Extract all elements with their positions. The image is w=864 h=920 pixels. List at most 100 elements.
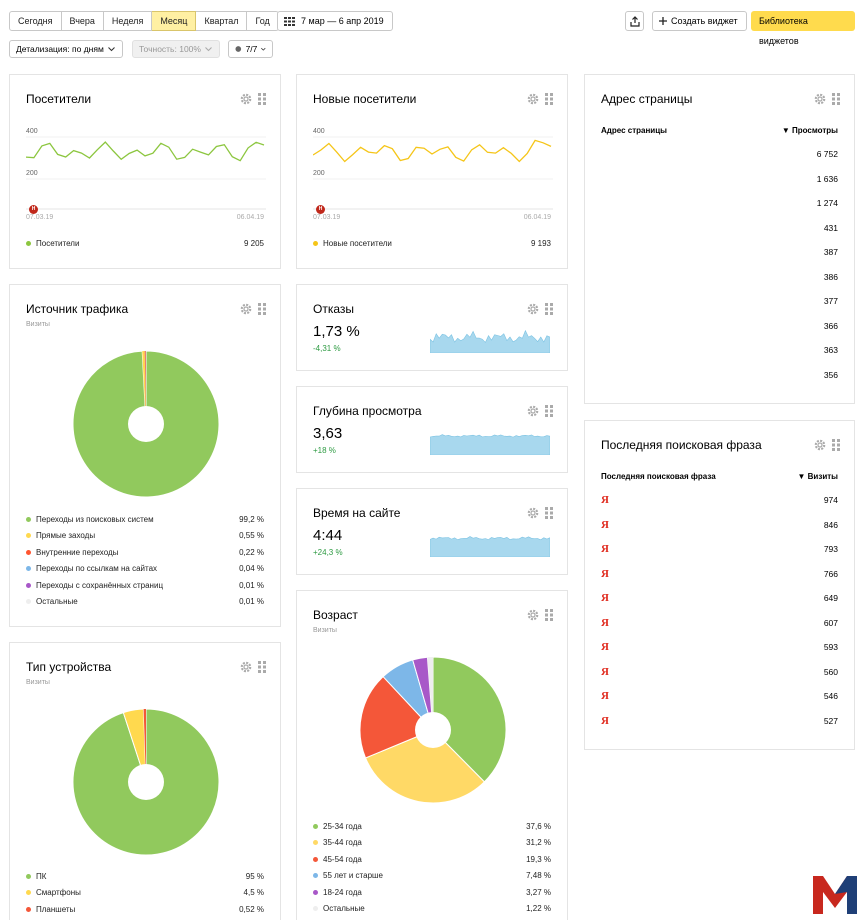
- pie-slice[interactable]: [359, 675, 434, 759]
- legend-item[interactable]: Новые посетители 9 193: [313, 237, 551, 249]
- row-value: 593: [823, 642, 838, 652]
- gear-icon[interactable]: [527, 507, 539, 519]
- pie-slice[interactable]: [144, 351, 146, 424]
- legend-dot: [313, 823, 318, 829]
- share-button[interactable]: [625, 11, 644, 31]
- sort-column-header[interactable]: ▼ Визиты: [797, 472, 838, 481]
- widget-title: Отказы: [313, 302, 355, 316]
- detail-select[interactable]: Детализация: по дням: [9, 40, 123, 58]
- legend-item[interactable]: 55 лет и старше 7,48 %: [313, 870, 551, 882]
- table-row[interactable]: Я 974: [601, 494, 838, 506]
- drag-handle-icon[interactable]: [258, 303, 266, 315]
- legend-item[interactable]: 45-54 года 19,3 %: [313, 853, 551, 865]
- gear-icon[interactable]: [240, 661, 252, 673]
- date-range-button[interactable]: 7 мар — 6 апр 2019: [277, 11, 393, 31]
- note-marker[interactable]: Н: [29, 205, 38, 214]
- gear-icon[interactable]: [814, 439, 826, 451]
- table-row[interactable]: Я 560: [601, 666, 838, 678]
- pie-slice[interactable]: [142, 351, 146, 424]
- period-yesterday[interactable]: Вчера: [61, 11, 104, 31]
- gear-icon[interactable]: [240, 93, 252, 105]
- widget-tools: [240, 303, 266, 315]
- table-row[interactable]: Я 546: [601, 690, 838, 702]
- legend-item[interactable]: Посетители 9 205: [26, 237, 264, 249]
- drag-handle-icon[interactable]: [545, 609, 553, 621]
- period-today[interactable]: Сегодня: [9, 11, 62, 31]
- legend-item[interactable]: Остальные 1,22 %: [313, 903, 551, 915]
- table-row[interactable]: 1 636: [601, 173, 838, 185]
- note-marker[interactable]: Н: [316, 205, 325, 214]
- metric-value: 3,63: [313, 425, 343, 442]
- table-row[interactable]: 387: [601, 246, 838, 258]
- drag-handle-icon[interactable]: [545, 507, 553, 519]
- gear-icon[interactable]: [527, 93, 539, 105]
- legend-label: Смартфоны: [36, 888, 81, 897]
- table-row[interactable]: Я 593: [601, 641, 838, 653]
- gear-icon[interactable]: [527, 405, 539, 417]
- gear-icon[interactable]: [240, 303, 252, 315]
- segments-select[interactable]: 7/7: [228, 40, 273, 58]
- pie-slice[interactable]: [427, 657, 433, 730]
- legend-item[interactable]: Переходы из поисковых систем 99,2 %: [26, 513, 264, 525]
- drag-handle-icon[interactable]: [545, 93, 553, 105]
- legend-item[interactable]: ПК 95 %: [26, 870, 264, 882]
- table-row[interactable]: Я 846: [601, 519, 838, 531]
- visitors-widget: Посетители 400 200 Н 07.03.19 06.04.19 П…: [9, 74, 281, 269]
- table-row[interactable]: 1 274: [601, 197, 838, 209]
- table-row[interactable]: 6 752: [601, 148, 838, 160]
- drag-handle-icon[interactable]: [545, 405, 553, 417]
- legend-item[interactable]: Переходы с сохранённых страниц 0,01 %: [26, 579, 264, 591]
- y-tick: 400: [26, 128, 38, 135]
- table-row[interactable]: Я 649: [601, 592, 838, 604]
- drag-handle-icon[interactable]: [832, 93, 840, 105]
- row-value: 363: [823, 345, 838, 355]
- row-value: 6 752: [816, 149, 838, 159]
- accuracy-select[interactable]: Точность: 100%: [132, 40, 220, 58]
- row-value: 974: [823, 495, 838, 505]
- pie-slice[interactable]: [432, 656, 507, 783]
- create-widget-button[interactable]: Создать виджет: [652, 11, 747, 31]
- legend-item[interactable]: Остальные 0,01 %: [26, 596, 264, 608]
- legend-item[interactable]: Прямые заходы 0,55 %: [26, 530, 264, 542]
- gear-icon[interactable]: [814, 93, 826, 105]
- y-tick: 200: [26, 170, 38, 177]
- pie-slice[interactable]: [364, 729, 486, 804]
- table-row[interactable]: Я 527: [601, 715, 838, 727]
- table-row[interactable]: 356: [601, 369, 838, 381]
- period-year[interactable]: Год: [247, 11, 279, 31]
- table-row[interactable]: Я 607: [601, 617, 838, 629]
- row-value: 387: [823, 247, 838, 257]
- table-row[interactable]: Я 793: [601, 543, 838, 555]
- pie-slice[interactable]: [412, 656, 434, 731]
- table-row[interactable]: 431: [601, 222, 838, 234]
- table-row[interactable]: 377: [601, 295, 838, 307]
- legend-item[interactable]: Внутренние переходы 0,22 %: [26, 546, 264, 558]
- table-row[interactable]: 366: [601, 320, 838, 332]
- legend-item[interactable]: 18-24 года 3,27 %: [313, 886, 551, 898]
- legend-item[interactable]: 35-44 года 31,2 %: [313, 837, 551, 849]
- period-month[interactable]: Месяц: [152, 11, 197, 31]
- sort-column-header[interactable]: ▼ Просмотры: [781, 126, 838, 135]
- widget-subtitle: Визиты: [26, 679, 50, 686]
- table-row[interactable]: Я 766: [601, 568, 838, 580]
- drag-handle-icon[interactable]: [832, 439, 840, 451]
- legend-item[interactable]: Переходы по ссылкам на сайтах 0,04 %: [26, 563, 264, 575]
- legend-label: Планшеты: [36, 904, 76, 914]
- legend-item[interactable]: Планшеты 0,52 %: [26, 903, 264, 915]
- table-row[interactable]: 363: [601, 344, 838, 356]
- pie-slice[interactable]: [143, 709, 146, 782]
- drag-handle-icon[interactable]: [258, 661, 266, 673]
- widget-title: Глубина просмотра: [313, 404, 422, 418]
- legend-item[interactable]: 25-34 года 37,6 %: [313, 820, 551, 832]
- drag-handle-icon[interactable]: [258, 93, 266, 105]
- period-week[interactable]: Неделя: [103, 11, 153, 31]
- widget-library-button[interactable]: Библиотека виджетов: [751, 11, 855, 46]
- period-quarter[interactable]: Квартал: [196, 11, 248, 31]
- legend-item[interactable]: Смартфоны 4,5 %: [26, 887, 264, 899]
- table-row[interactable]: 386: [601, 271, 838, 283]
- gear-icon[interactable]: [527, 303, 539, 315]
- gear-icon[interactable]: [527, 609, 539, 621]
- drag-handle-icon[interactable]: [545, 303, 553, 315]
- row-value: 1 274: [816, 198, 838, 208]
- pie-slice[interactable]: [122, 708, 147, 783]
